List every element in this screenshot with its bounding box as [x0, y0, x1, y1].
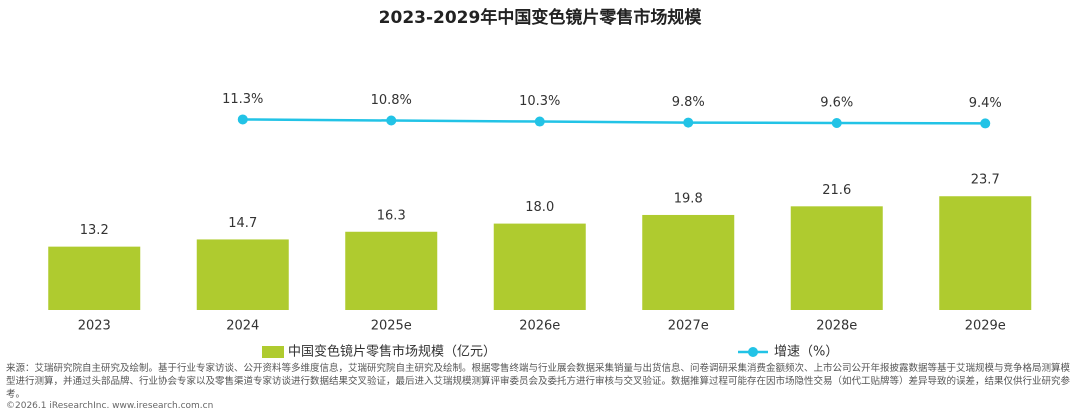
data-label: 11.3% — [222, 92, 263, 107]
bar — [345, 231, 438, 310]
legend-label: 增速（%） — [774, 345, 838, 360]
data-label: 14.7 — [228, 216, 257, 231]
line-point — [980, 118, 991, 129]
legend-swatch — [262, 346, 284, 358]
line-point — [534, 116, 545, 127]
legend-label: 中国变色镜片零售市场规模（亿元） — [288, 344, 496, 360]
x-tick-label: 2027e — [668, 319, 709, 334]
data-label: 18.0 — [525, 200, 554, 215]
data-label: 9.6% — [820, 96, 853, 111]
bar — [790, 206, 883, 310]
line-point — [237, 114, 248, 125]
data-label: 13.2 — [80, 223, 109, 238]
data-label: 10.3% — [519, 94, 560, 109]
bar — [493, 223, 586, 310]
x-tick-label: 2025e — [371, 319, 412, 334]
line-point — [831, 118, 842, 129]
data-label: 10.8% — [371, 93, 412, 108]
chart: 2023-2029年中国变色镜片零售市场规模 2023 2024 2025e 2026… — [48, 7, 1032, 360]
x-tick-label: 2023 — [78, 319, 111, 334]
bar — [48, 246, 141, 310]
chart-title: 2023-2029年中国变色镜片零售市场规模 — [379, 7, 703, 28]
line-point — [683, 117, 694, 128]
line-point — [386, 115, 397, 126]
x-tick-label: 2028e — [816, 319, 857, 334]
copyright: ©2026.1 iResearchInc. www.iresearch.com.… — [6, 401, 214, 411]
bar — [939, 196, 1032, 310]
x-tick-label: 2029e — [965, 319, 1006, 334]
data-label: 21.6 — [822, 183, 851, 198]
data-label: 9.8% — [672, 95, 705, 110]
bar — [642, 214, 735, 310]
line — [242, 118, 986, 125]
data-label: 23.7 — [971, 173, 1000, 188]
bar — [196, 239, 289, 310]
data-label: 19.8 — [674, 191, 703, 206]
data-label: 16.3 — [377, 208, 406, 223]
data-label: 9.4% — [969, 96, 1002, 111]
x-tick-label: 2024 — [226, 319, 259, 334]
source-note: 来源：艾瑞研究院自主研究及绘制。基于行业专家访谈、公开资料等多维度信息，艾瑞研究… — [6, 363, 1071, 400]
legend-swatch — [748, 347, 758, 357]
x-tick-label: 2026e — [519, 319, 560, 334]
